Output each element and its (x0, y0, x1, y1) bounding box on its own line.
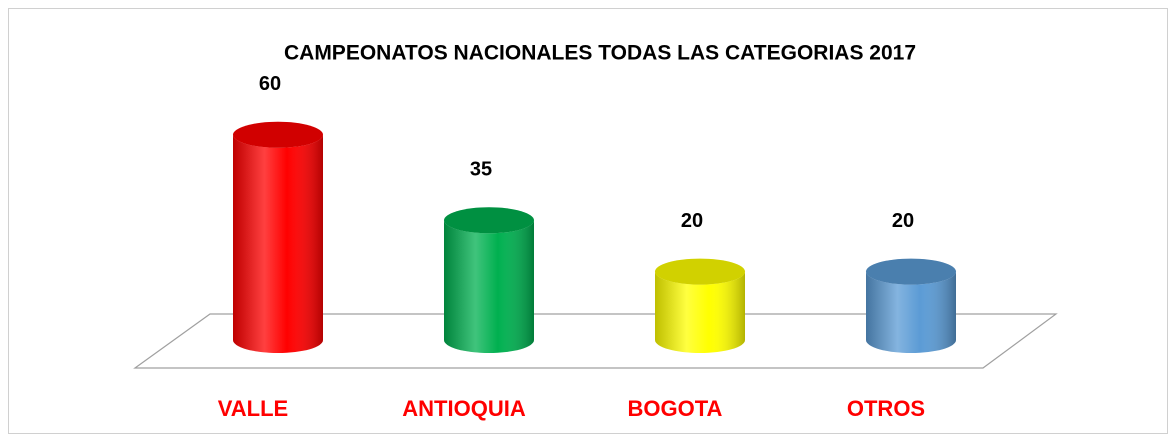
x-tick-label: OTROS (847, 396, 925, 421)
cylinder-top-shade (233, 121, 323, 148)
cylinder-shade (655, 271, 745, 353)
x-tick-label: ANTIOQUIA (402, 396, 526, 421)
data-label: 20 (892, 210, 914, 232)
data-label: 35 (470, 159, 492, 181)
floor (133, 313, 1058, 369)
cylinder-top-shade (655, 258, 745, 285)
cylinder-shade (444, 220, 534, 353)
chart-title: CAMPEONATOS NACIONALES TODAS LAS CATEGOR… (284, 42, 916, 65)
cylinder-top (655, 258, 745, 285)
x-tick-label: VALLE (218, 396, 288, 421)
x-tick-label: BOGOTA (628, 396, 723, 421)
cylinder-top (233, 121, 323, 148)
cylinder-top-shade (866, 258, 956, 285)
cylinder-top (444, 207, 534, 234)
cylinder-top (866, 258, 956, 285)
data-label: 20 (681, 210, 703, 232)
cylinder-top-shade (444, 207, 534, 234)
chart-border (8, 8, 1168, 434)
cylinder-shade (233, 134, 323, 353)
cylinder-shade (866, 271, 956, 353)
data-label: 60 (259, 73, 281, 95)
